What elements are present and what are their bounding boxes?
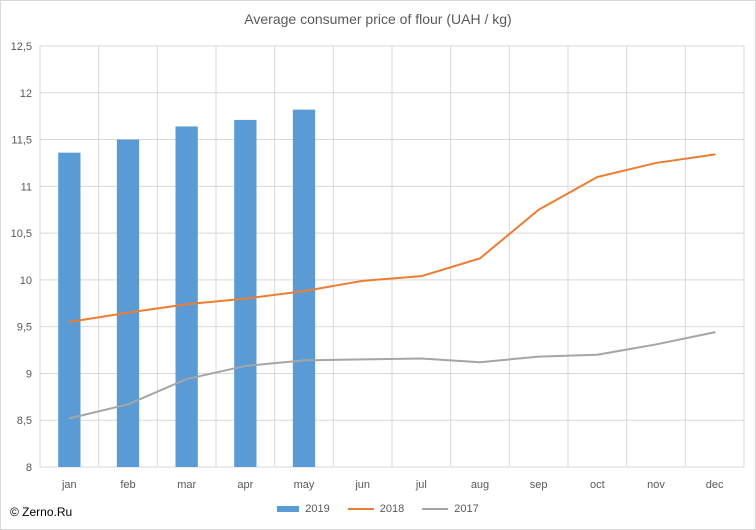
- x-tick-label: feb: [120, 479, 135, 491]
- grid-layer: [39, 45, 745, 468]
- y-tick-label: 9: [26, 368, 32, 380]
- bar-2019-may: [292, 109, 316, 468]
- x-tick-label: oct: [590, 479, 605, 491]
- x-tick-label: mar: [177, 479, 196, 491]
- line-layer: [68, 153, 716, 420]
- y-tick-label: 11,5: [11, 135, 32, 147]
- bar-2019-apr: [234, 119, 257, 468]
- x-tick-label: dec: [706, 479, 724, 491]
- legend-label-2019: 2019: [305, 503, 330, 515]
- y-tick-label: 10: [20, 275, 32, 287]
- y-tick-label: 10,5: [11, 228, 32, 240]
- x-tick-label: jun: [354, 479, 370, 491]
- series-line-2017: [68, 331, 716, 420]
- tick-layer: 8 8,5 9 9,5 10 10,5 11 11,5 12 12,5 jan feb mar apr ma…: [11, 41, 724, 491]
- x-tick-label: sep: [530, 479, 548, 491]
- bar-2019-mar: [175, 126, 198, 468]
- x-tick-label: jul: [415, 479, 427, 491]
- legend-swatch-2019: [277, 506, 300, 512]
- y-tick-label: 8: [26, 462, 32, 474]
- x-tick-label: aug: [471, 479, 489, 491]
- legend-label-2017: 2017: [454, 503, 479, 515]
- legend-item-2017[interactable]: 2017: [422, 503, 479, 515]
- bar-2019-jan: [58, 152, 81, 468]
- y-tick-label: 12: [20, 88, 32, 100]
- legend-swatch-2017: [422, 508, 449, 510]
- y-tick-label: 9,5: [17, 322, 32, 334]
- legend-swatch-2018: [347, 508, 374, 510]
- legend: 2019 2018 2017: [0, 503, 756, 515]
- x-tick-label: jan: [61, 479, 77, 491]
- x-tick-label: may: [294, 479, 315, 491]
- series-line-2018: [68, 153, 716, 323]
- legend-label-2018: 2018: [379, 503, 405, 515]
- x-tick-label: apr: [237, 479, 253, 491]
- legend-item-2019[interactable]: 2019: [277, 503, 330, 515]
- legend-item-2018[interactable]: 2018: [347, 503, 405, 515]
- y-tick-label: 12,5: [11, 41, 32, 53]
- bar-layer: [58, 109, 316, 468]
- y-tick-label: 8,5: [17, 415, 32, 427]
- copyright-text: © Zerno.Ru: [10, 505, 73, 519]
- x-tick-label: nov: [647, 479, 665, 491]
- y-tick-label: 11: [21, 181, 32, 193]
- chart-title: Average consumer price of flour (UAH / k…: [244, 11, 512, 27]
- bar-2019-feb: [116, 139, 140, 468]
